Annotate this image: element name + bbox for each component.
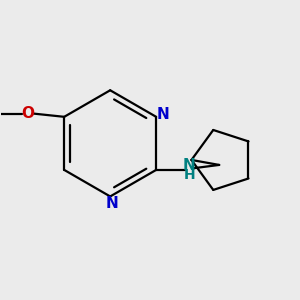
- Text: N: N: [106, 196, 118, 211]
- Text: O: O: [21, 106, 34, 121]
- Text: N: N: [157, 107, 170, 122]
- Text: H: H: [184, 168, 195, 182]
- Text: N: N: [183, 158, 196, 173]
